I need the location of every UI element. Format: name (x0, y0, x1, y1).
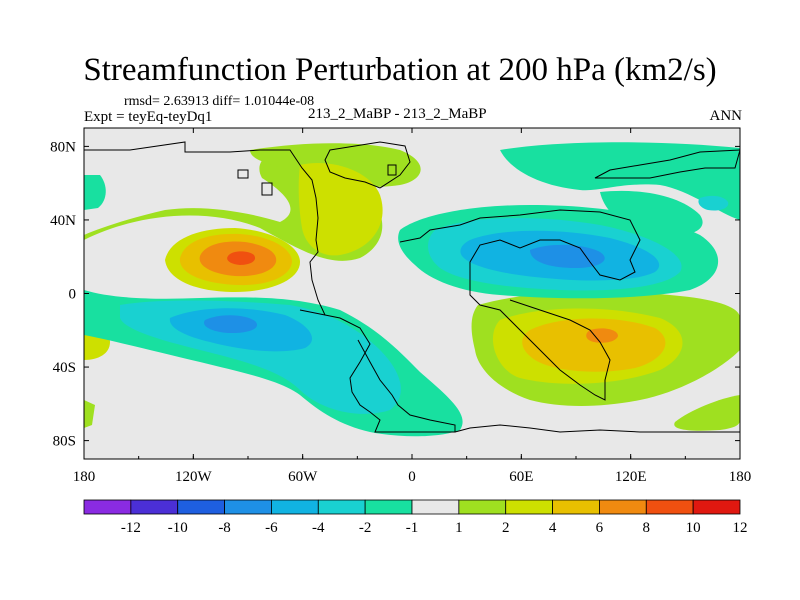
x-tick-label: 120E (615, 469, 647, 485)
legend-label: 4 (549, 520, 557, 536)
color-legend: -12 -10 -8 -6 -4 -2 -1 1 2 4 6 8 10 12 (83, 499, 748, 536)
legend-swatch (271, 499, 319, 515)
coastline-north-america (84, 141, 326, 316)
legend-swatch (692, 499, 741, 515)
coastline-island-1 (237, 169, 249, 179)
coastline-greenland (324, 141, 411, 189)
y-axis: 80N 40N 0 40S 80S (50, 139, 740, 450)
x-tick-label: 180 (729, 469, 752, 485)
legend-label: 6 (596, 520, 604, 536)
legend-swatch (130, 499, 179, 515)
chart-title: Streamfunction Perturbation at 200 hPa (… (83, 52, 717, 88)
y-tick-label: 80N (50, 139, 76, 155)
x-tick-label: 60E (509, 469, 533, 485)
legend-label: -10 (168, 520, 188, 536)
contour-band-blue (204, 244, 605, 333)
legend-swatch (364, 499, 413, 515)
x-tick-label: 60W (288, 469, 318, 485)
legend-label: 2 (502, 520, 510, 536)
y-tick-label: 80S (53, 434, 76, 450)
coastline-eurasia (399, 209, 641, 401)
legend-swatch (411, 499, 460, 515)
x-tick-label: 120W (175, 469, 213, 485)
y-tick-label: 40N (50, 213, 76, 229)
legend-swatch (317, 499, 366, 515)
season-label: ANN (709, 108, 743, 124)
legend-swatch (552, 499, 600, 515)
legend-label: 8 (643, 520, 651, 536)
legend-swatch (177, 499, 225, 515)
legend-swatch (645, 499, 694, 515)
y-tick-label: 40S (53, 360, 76, 376)
coastline-asia-north (594, 149, 740, 179)
legend-label: -6 (265, 520, 278, 536)
y-tick-label: 0 (69, 287, 77, 303)
x-tick-label: 180 (73, 469, 96, 485)
coastline-island-3 (387, 164, 397, 176)
coastline-south-america (299, 309, 456, 433)
legend-swatch (83, 499, 132, 515)
coastline-island-2 (261, 182, 273, 196)
legend-label: 10 (686, 520, 701, 536)
experiment-name-label: 213_2_MaBP - 213_2_MaBP (308, 106, 487, 122)
legend-label: 12 (733, 520, 748, 536)
legend-swatch (599, 499, 647, 515)
contour-band-red-orange (227, 251, 256, 265)
legend-label: -1 (406, 520, 419, 536)
legend-swatch (458, 499, 507, 515)
legend-label: 1 (455, 520, 463, 536)
legend-label: -12 (121, 520, 141, 536)
map-plot-area (83, 127, 741, 460)
legend-label: -8 (218, 520, 231, 536)
legend-label: -2 (359, 520, 372, 536)
x-axis: 180 120W 60W 0 60E 120E 180 (73, 128, 752, 485)
legend-label: -4 (312, 520, 325, 536)
x-tick-label: 0 (408, 469, 416, 485)
coastline-antarctica (454, 424, 740, 433)
experiment-label: Expt = teyEq-teyDq1 (84, 109, 213, 125)
coastlines (84, 141, 740, 433)
stats-label: rmsd= 2.63913 diff= 1.01044e-08 (124, 94, 315, 109)
legend-swatch (505, 499, 553, 515)
legend-swatch (224, 499, 272, 515)
